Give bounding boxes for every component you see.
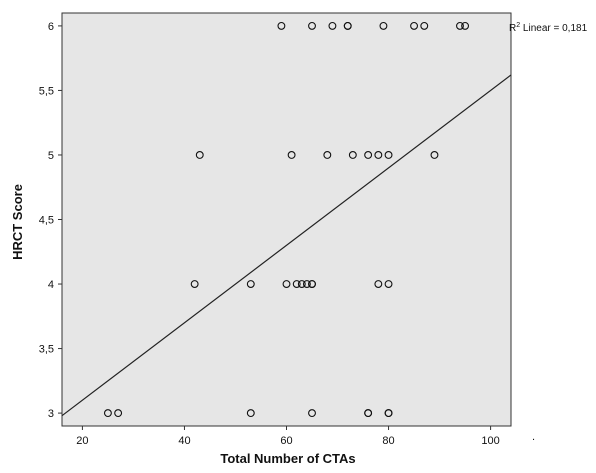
data-point-10	[195, 151, 204, 159]
data-point-9	[461, 21, 470, 30]
r2-superscript: 2	[516, 22, 520, 29]
x-tick-label-0: 20	[76, 435, 88, 447]
y-tick-label-3: 4,5	[39, 215, 54, 227]
x-axis-title: Total Number of CTAs	[220, 451, 355, 466]
data-point-17	[430, 151, 439, 159]
data-point-16	[384, 151, 393, 159]
data-point-26	[374, 280, 383, 288]
r2-annotation: R2 Linear = 0,181	[509, 22, 588, 34]
data-point-12	[323, 151, 332, 159]
footnote-mark: .	[532, 431, 535, 443]
data-point-6	[410, 21, 419, 30]
r2-text: Linear = 0,181	[520, 23, 587, 34]
data-point-0	[277, 21, 286, 30]
data-point-33	[364, 409, 373, 418]
x-tick-label-3: 80	[382, 435, 394, 447]
y-tick-label-1: 3,5	[39, 344, 54, 356]
x-tick-label-1: 40	[178, 435, 190, 447]
data-point-4	[343, 21, 352, 30]
fit-line-layer	[61, 74, 512, 417]
x-axis-ticks: 20 40 60 80 100	[76, 426, 500, 447]
y-tick-label-4: 5	[48, 150, 54, 162]
data-point-30	[246, 409, 255, 418]
data-point-19	[246, 280, 255, 288]
y-tick-label-0: 3	[48, 408, 54, 420]
data-point-7	[420, 21, 429, 30]
data-point-29	[114, 409, 123, 418]
plot-area	[61, 12, 512, 427]
data-point-21	[292, 280, 301, 288]
data-point-35	[384, 409, 393, 418]
y-axis-title: HRCT Score	[10, 184, 25, 260]
data-point-1	[308, 21, 316, 30]
data-point-25	[308, 280, 316, 288]
data-point-20	[282, 280, 291, 288]
y-tick-label-6: 6	[48, 21, 54, 33]
data-point-11	[287, 151, 296, 159]
x-tick-label-4: 100	[481, 435, 499, 447]
y-axis-ticks: 3 3,5 4 4,5 5 5,5 6	[39, 21, 62, 420]
y-tick-label-5: 5,5	[39, 85, 54, 97]
data-point-23	[302, 280, 311, 288]
fit-line	[61, 74, 512, 417]
x-tick-label-2: 60	[280, 435, 292, 447]
data-point-31	[308, 409, 316, 418]
r2-prefix: R	[509, 23, 516, 34]
y-tick-label-2: 4	[48, 279, 54, 291]
data-point-18	[190, 280, 199, 288]
data-point-15	[374, 151, 383, 159]
data-point-22	[297, 280, 306, 288]
data-point-13	[348, 151, 357, 159]
data-point-28	[103, 409, 112, 418]
points-layer	[103, 21, 470, 418]
data-point-27	[384, 280, 393, 288]
data-point-5	[379, 21, 388, 30]
data-point-8	[456, 21, 464, 30]
data-point-2	[328, 21, 337, 30]
data-point-14	[364, 151, 373, 159]
